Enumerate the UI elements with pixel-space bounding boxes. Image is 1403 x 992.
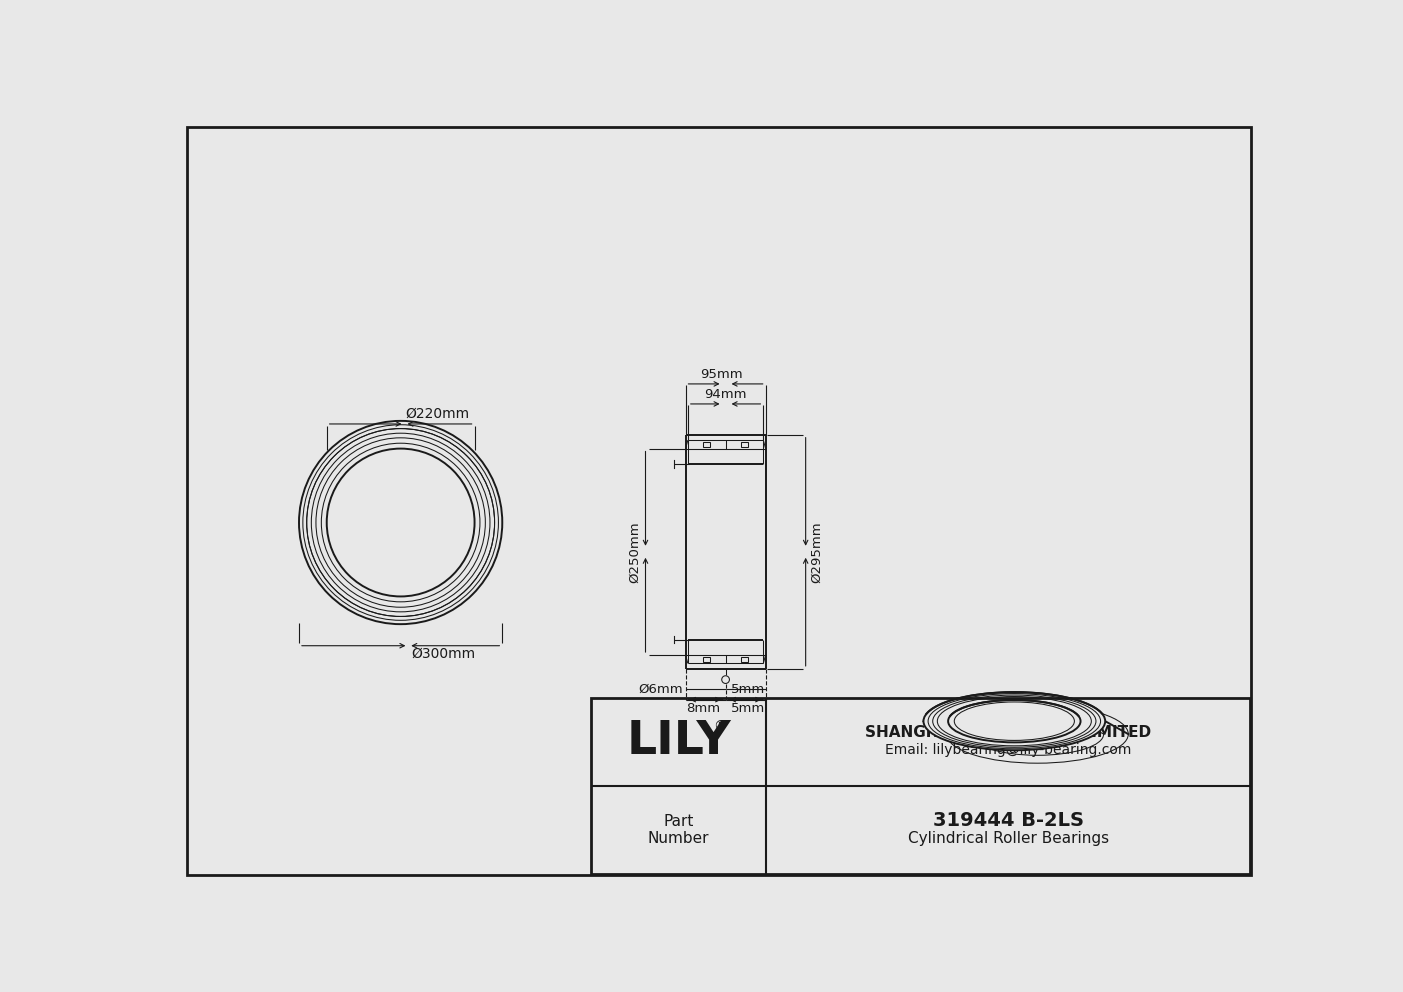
Ellipse shape	[721, 676, 730, 683]
Text: Part
Number: Part Number	[648, 813, 710, 846]
Text: 94mm: 94mm	[704, 388, 746, 401]
Ellipse shape	[948, 700, 1080, 742]
Text: Ø220mm: Ø220mm	[405, 407, 470, 421]
Text: 5mm: 5mm	[731, 683, 765, 696]
Text: 5mm: 5mm	[731, 701, 765, 714]
Text: Ø300mm: Ø300mm	[411, 647, 476, 662]
Text: Email: lilybearing@lily-bearing.com: Email: lilybearing@lily-bearing.com	[885, 743, 1131, 757]
Ellipse shape	[923, 692, 1106, 750]
Text: LILY: LILY	[626, 719, 731, 765]
Text: ®: ®	[713, 719, 727, 733]
Bar	[741, 657, 748, 662]
Bar	[703, 441, 710, 447]
Text: 95mm: 95mm	[700, 368, 744, 381]
Bar	[591, 698, 1250, 874]
Text: Ø6mm: Ø6mm	[638, 683, 682, 696]
Text: 8mm: 8mm	[686, 701, 720, 714]
Text: Cylindrical Roller Bearings: Cylindrical Roller Bearings	[908, 831, 1108, 846]
Text: 319444 B-2LS: 319444 B-2LS	[933, 811, 1083, 830]
Text: SHANGHAI LILY BEARING LIMITED: SHANGHAI LILY BEARING LIMITED	[866, 725, 1152, 740]
Text: Ø295mm: Ø295mm	[811, 521, 824, 582]
Bar	[741, 441, 748, 447]
Bar	[703, 657, 710, 662]
Text: Ø250mm: Ø250mm	[629, 521, 641, 582]
